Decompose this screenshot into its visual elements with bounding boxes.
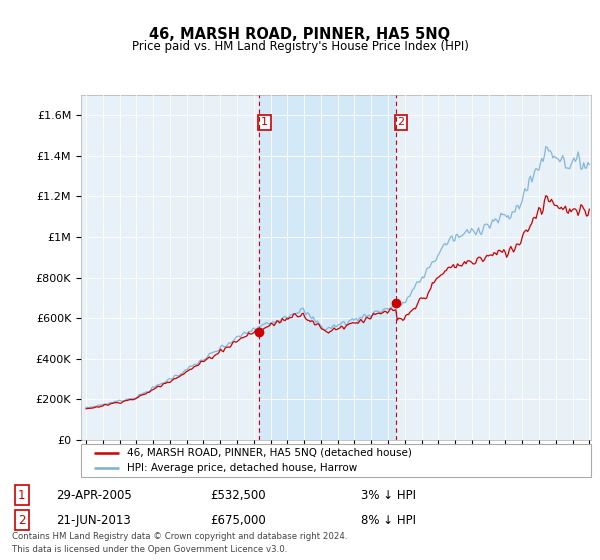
Text: 1: 1 <box>261 118 268 128</box>
FancyBboxPatch shape <box>81 444 591 477</box>
Text: 1: 1 <box>18 489 25 502</box>
Text: 3% ↓ HPI: 3% ↓ HPI <box>361 489 416 502</box>
Text: 46, MARSH ROAD, PINNER, HA5 5NQ: 46, MARSH ROAD, PINNER, HA5 5NQ <box>149 27 451 42</box>
Text: Price paid vs. HM Land Registry's House Price Index (HPI): Price paid vs. HM Land Registry's House … <box>131 40 469 53</box>
Text: 8% ↓ HPI: 8% ↓ HPI <box>361 514 416 526</box>
Text: 2: 2 <box>398 118 404 128</box>
Text: 21-JUN-2013: 21-JUN-2013 <box>56 514 130 526</box>
Text: 46, MARSH ROAD, PINNER, HA5 5NQ (detached house): 46, MARSH ROAD, PINNER, HA5 5NQ (detache… <box>127 447 412 458</box>
Bar <box>259 95 396 440</box>
Text: 29-APR-2005: 29-APR-2005 <box>56 489 131 502</box>
Text: £675,000: £675,000 <box>210 514 266 526</box>
Text: HPI: Average price, detached house, Harrow: HPI: Average price, detached house, Harr… <box>127 463 357 473</box>
Text: Contains HM Land Registry data © Crown copyright and database right 2024.
This d: Contains HM Land Registry data © Crown c… <box>12 532 347 553</box>
Text: £532,500: £532,500 <box>210 489 266 502</box>
Text: 2: 2 <box>18 514 25 526</box>
